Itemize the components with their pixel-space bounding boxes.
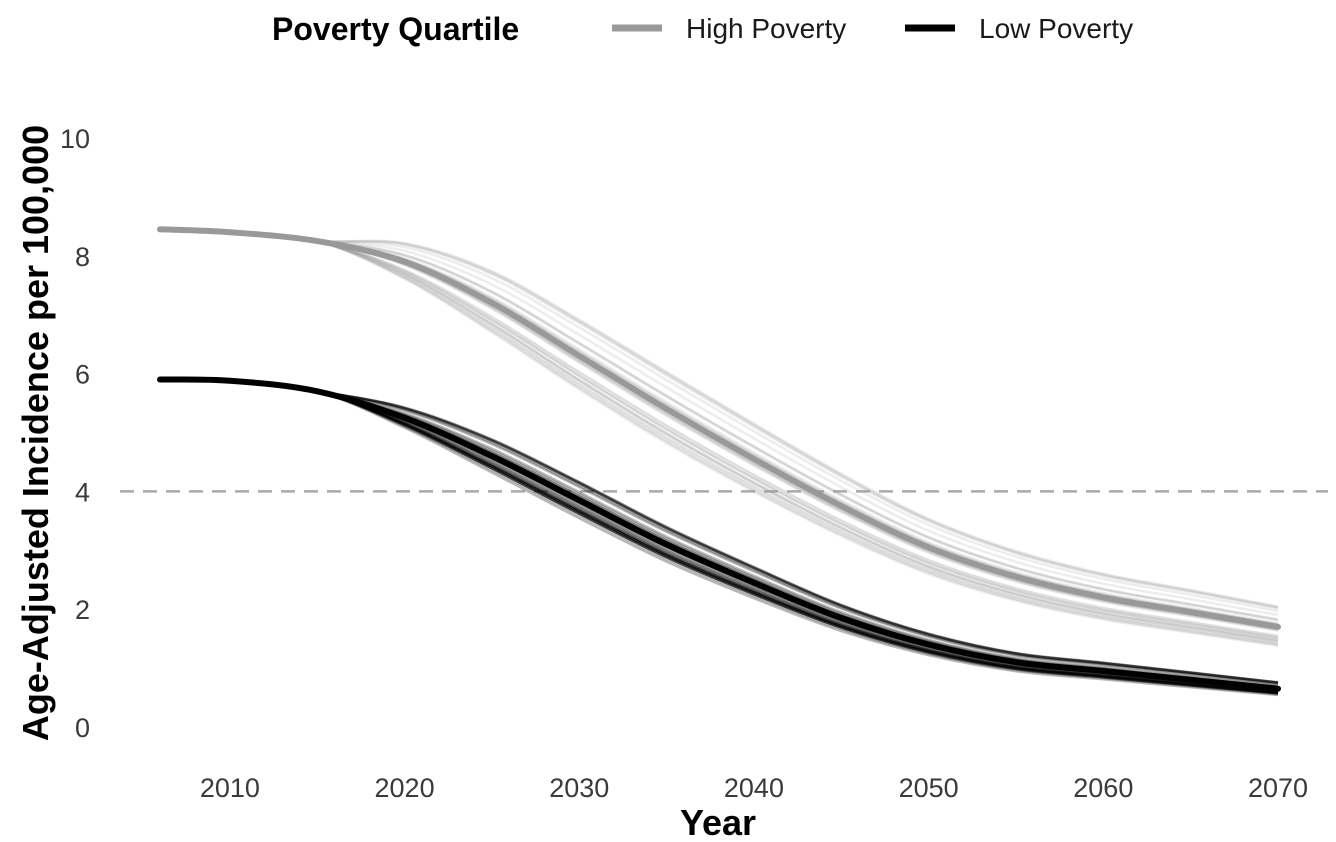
y-tick-label: 0 <box>75 713 90 743</box>
simulation-line <box>159 378 1279 685</box>
series-line-low-poverty <box>157 376 1281 692</box>
legend-label: High Poverty <box>686 13 846 44</box>
x-tick-label: 2010 <box>200 773 260 803</box>
simulation-line <box>159 378 1279 684</box>
series-line-high-poverty <box>157 226 1281 630</box>
y-tick-label: 10 <box>60 124 90 154</box>
simulation-line <box>159 228 1279 610</box>
x-tick-label: 2060 <box>1073 773 1133 803</box>
x-tick-label: 2050 <box>899 773 959 803</box>
legend-label: Low Poverty <box>979 13 1133 44</box>
y-tick-label: 8 <box>75 242 90 272</box>
x-tick-label: 2040 <box>724 773 784 803</box>
legend: Poverty Quartile High Poverty Low Poverty <box>272 11 1133 47</box>
simulation-line <box>159 228 1279 609</box>
simulation-line <box>159 378 1279 684</box>
simulation-line <box>159 378 1279 684</box>
x-tick-label: 2030 <box>549 773 609 803</box>
simulation-line <box>159 228 1279 609</box>
y-tick-label: 2 <box>75 595 90 625</box>
y-axis-title: Age-Adjusted Incidence per 100,000 <box>15 125 56 741</box>
x-tick-label: 2020 <box>375 773 435 803</box>
simulation-line <box>159 378 1279 684</box>
y-tick-label: 4 <box>75 477 90 507</box>
legend-title: Poverty Quartile <box>272 11 519 47</box>
simulation-line <box>159 228 1279 608</box>
y-tick-label: 6 <box>75 360 90 390</box>
x-axis-title: Year <box>680 802 756 842</box>
x-tick-label: 2070 <box>1248 773 1308 803</box>
